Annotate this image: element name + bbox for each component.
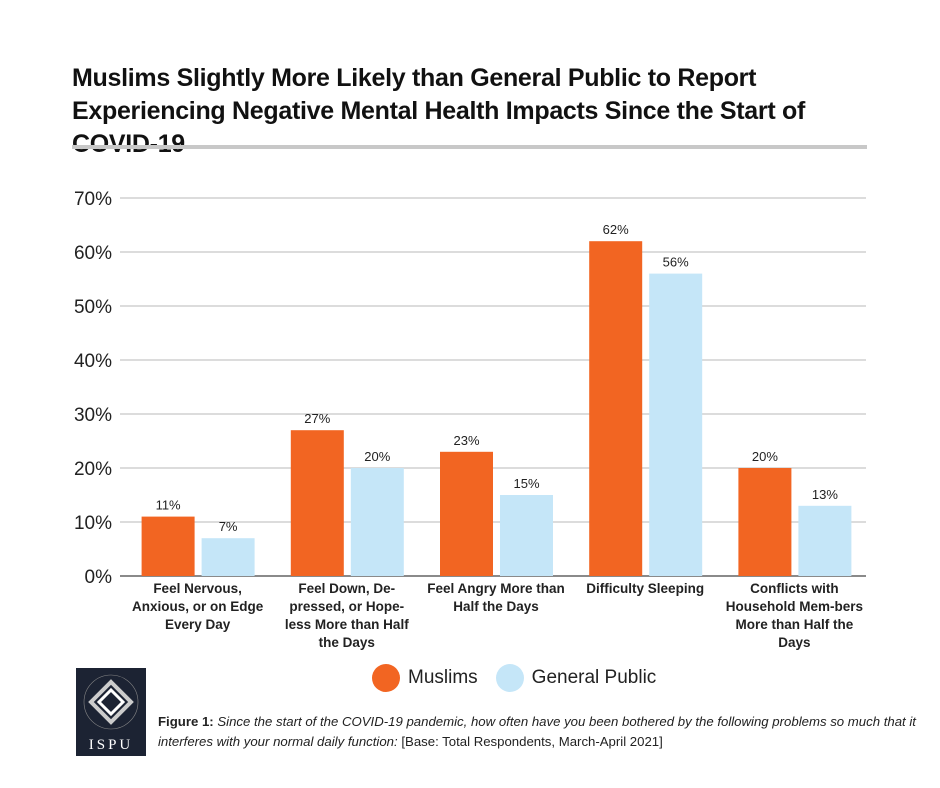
data-label: 56% [663, 255, 689, 270]
caption-base: [Base: Total Respondents, March-April 20… [401, 734, 663, 749]
y-tick-label: 70% [74, 189, 112, 210]
category-label: Feel Down, De-pressed, or Hope-less More… [284, 581, 409, 650]
title-divider [72, 145, 867, 149]
legend: Muslims General Public [372, 664, 656, 692]
bar-general-public [649, 273, 703, 576]
y-tick-label: 10% [74, 513, 112, 534]
legend-swatch-muslims [372, 664, 400, 692]
caption-label: Figure 1: [158, 714, 214, 729]
y-tick-label: 30% [74, 405, 112, 426]
category-label: Feel Angry More than Half the Days [427, 581, 565, 614]
bar-general-public [201, 538, 255, 576]
category-label: Feel Nervous, Anxious, or on Edge Every … [131, 581, 264, 632]
legend-label-general-public: General Public [531, 667, 657, 688]
category-label: Conflicts with Household Mem-bers More t… [725, 581, 864, 650]
data-label: 27% [304, 411, 330, 426]
y-tick-label: 0% [85, 567, 113, 588]
data-label: 15% [513, 476, 539, 491]
bar-general-public [798, 505, 852, 576]
bar-muslims [290, 430, 344, 576]
y-tick-label: 60% [74, 243, 112, 264]
bar-muslims [141, 516, 195, 576]
y-tick-label: 40% [74, 351, 112, 372]
data-label: 13% [812, 487, 838, 502]
data-label: 62% [603, 222, 629, 237]
data-label: 20% [752, 449, 778, 464]
ispu-logo: ISPU [76, 668, 146, 756]
bar-general-public [500, 495, 553, 576]
bar-muslims [738, 468, 792, 576]
legend-label-muslims: Muslims [408, 667, 478, 688]
data-label: 7% [219, 519, 238, 534]
data-label: 11% [156, 498, 181, 513]
chart-title: Muslims Slightly More Likely than Genera… [72, 64, 805, 158]
legend-swatch-general-public [495, 664, 524, 692]
y-tick-label: 20% [74, 459, 112, 480]
data-label: 20% [364, 449, 390, 464]
caption-question: Since the start of the COVID-19 pandemic… [158, 714, 916, 749]
data-label: 23% [453, 433, 479, 448]
bar-muslims [589, 241, 643, 576]
category-label: Difficulty Sleeping [586, 581, 705, 596]
bar-muslims [440, 451, 493, 576]
figure-caption: Figure 1: Since the start of the COVID-1… [158, 712, 918, 752]
bar-general-public [350, 468, 404, 576]
y-tick-label: 50% [74, 297, 112, 318]
